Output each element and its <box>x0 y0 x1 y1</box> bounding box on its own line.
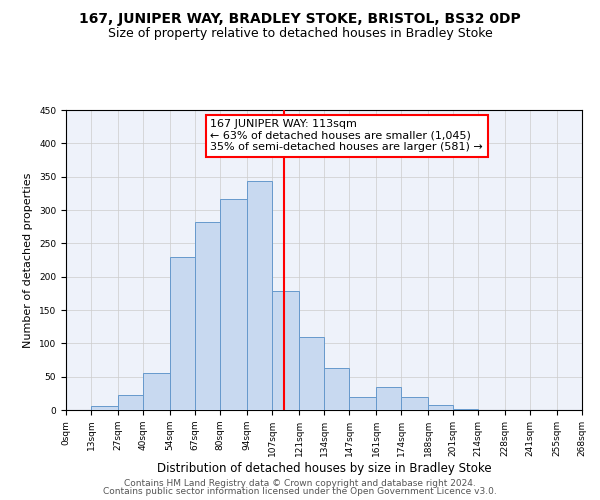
Bar <box>247 182 272 410</box>
Text: 167 JUNIPER WAY: 113sqm
← 63% of detached houses are smaller (1,045)
35% of semi: 167 JUNIPER WAY: 113sqm ← 63% of detache… <box>211 119 483 152</box>
Bar <box>143 374 170 410</box>
Bar <box>195 222 220 410</box>
Bar <box>272 292 299 410</box>
Bar <box>170 256 195 410</box>
X-axis label: Distribution of detached houses by size in Bradley Stoke: Distribution of detached houses by size … <box>157 462 491 474</box>
Text: Size of property relative to detached houses in Bradley Stoke: Size of property relative to detached ho… <box>107 28 493 40</box>
Bar <box>220 198 247 410</box>
Bar <box>118 396 143 410</box>
Bar <box>349 398 376 410</box>
Text: Contains public sector information licensed under the Open Government Licence v3: Contains public sector information licen… <box>103 488 497 496</box>
Bar <box>324 368 349 410</box>
Text: 167, JUNIPER WAY, BRADLEY STOKE, BRISTOL, BS32 0DP: 167, JUNIPER WAY, BRADLEY STOKE, BRISTOL… <box>79 12 521 26</box>
Bar <box>376 386 401 410</box>
Bar <box>91 406 118 410</box>
Bar <box>428 406 453 410</box>
Y-axis label: Number of detached properties: Number of detached properties <box>23 172 34 348</box>
Bar <box>401 396 428 410</box>
Text: Contains HM Land Registry data © Crown copyright and database right 2024.: Contains HM Land Registry data © Crown c… <box>124 478 476 488</box>
Bar <box>299 336 324 410</box>
